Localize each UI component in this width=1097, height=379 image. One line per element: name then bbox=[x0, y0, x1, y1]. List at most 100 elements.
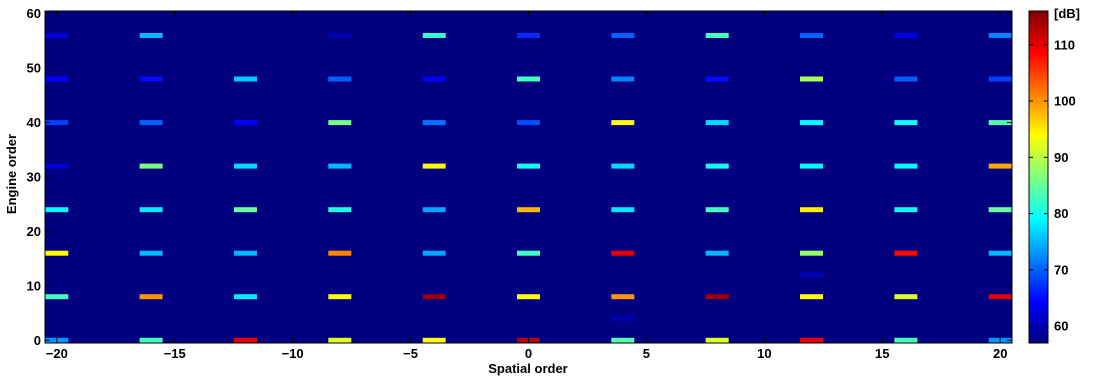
y-tick-label: 60 bbox=[27, 6, 41, 21]
plot-background bbox=[45, 11, 1012, 343]
x-tick-label: 15 bbox=[875, 346, 889, 361]
y-tick-label: 10 bbox=[27, 278, 41, 293]
heatmap-cell bbox=[328, 337, 352, 343]
heatmap-cell bbox=[234, 250, 257, 256]
heatmap-cell bbox=[705, 33, 729, 38]
heatmap-cell bbox=[988, 163, 1012, 169]
heatmap-cell bbox=[894, 76, 918, 82]
heatmap-cell bbox=[139, 294, 163, 300]
heatmap-cell bbox=[517, 207, 540, 213]
heatmap-cell bbox=[422, 163, 446, 169]
axes: −20 −15 −10 −5 0 5 10 15 20 0 10 20 30 40 50 60 bbox=[27, 6, 1013, 361]
heatmap-cell bbox=[422, 294, 446, 300]
heatmap-cell bbox=[139, 76, 163, 82]
y-tick-label: 30 bbox=[27, 170, 41, 185]
x-tick-label: −5 bbox=[403, 346, 418, 361]
heatmap-cell bbox=[894, 294, 918, 300]
heatmap-cell bbox=[45, 76, 69, 82]
y-tick-label: 50 bbox=[27, 61, 41, 76]
heatmap-cell bbox=[422, 207, 446, 213]
heatmap-cell bbox=[234, 207, 257, 213]
y-tick-label: 0 bbox=[34, 333, 41, 348]
heatmap-cell bbox=[517, 33, 540, 38]
colorbar: 60 70 80 90 100 110 bbox=[1028, 10, 1076, 344]
heatmap-cell bbox=[45, 120, 69, 126]
x-axis-label: Spatial order bbox=[488, 361, 567, 376]
heatmap-cell bbox=[422, 120, 446, 126]
heatmap-cell bbox=[611, 207, 635, 213]
heatmap-cell bbox=[894, 120, 918, 126]
heatmap-cell bbox=[800, 76, 823, 82]
heatmap-cell bbox=[894, 250, 918, 256]
heatmap-cell bbox=[517, 76, 540, 82]
x-tick-label: −20 bbox=[46, 346, 68, 361]
heatmap-cell bbox=[328, 33, 352, 38]
heatmap-cell bbox=[45, 250, 69, 256]
heatmap-cell bbox=[800, 207, 823, 213]
heatmap-cell bbox=[139, 207, 163, 213]
heatmap-cell bbox=[800, 272, 823, 278]
heatmap-cell bbox=[611, 76, 635, 82]
heatmap-cell bbox=[988, 294, 1012, 300]
heatmap-cell bbox=[517, 250, 540, 256]
heatmap-cell bbox=[988, 250, 1012, 256]
heatmap-cell bbox=[45, 33, 69, 38]
colorbar-tick-label: 60 bbox=[1054, 319, 1068, 334]
heatmap-cell bbox=[705, 207, 729, 213]
heatmap-cell bbox=[328, 76, 352, 82]
heatmap-cell bbox=[800, 120, 823, 126]
heatmap-cell bbox=[800, 250, 823, 256]
heatmap-cell bbox=[328, 207, 352, 213]
heatmap-cell bbox=[705, 76, 729, 82]
heatmap-cell bbox=[988, 33, 1012, 38]
colorbar-tick-label: 100 bbox=[1054, 94, 1076, 109]
colorbar-unit-label: [dB] bbox=[1054, 6, 1080, 21]
heatmap-cell bbox=[45, 163, 69, 169]
heatmap-cells bbox=[45, 33, 1012, 343]
heatmap-cell bbox=[894, 163, 918, 169]
heatmap-cell bbox=[800, 294, 823, 300]
heatmap-cell bbox=[45, 207, 69, 213]
heatmap-cell bbox=[894, 207, 918, 213]
heatmap-cell bbox=[800, 337, 823, 343]
heatmap-cell bbox=[705, 250, 729, 256]
heatmap-cell bbox=[234, 294, 257, 300]
heatmap-cell bbox=[988, 120, 1012, 126]
heatmap-cell bbox=[139, 33, 163, 38]
y-tick-label: 40 bbox=[27, 115, 41, 130]
x-tick-label: 0 bbox=[525, 346, 532, 361]
heatmap-cell bbox=[234, 76, 257, 82]
heatmap-cell bbox=[139, 250, 163, 256]
heatmap-cell bbox=[234, 163, 257, 169]
heatmap-cell bbox=[611, 250, 635, 256]
heatmap-cell bbox=[422, 337, 446, 343]
heatmap-cell bbox=[611, 163, 635, 169]
colorbar-gradient bbox=[1028, 10, 1049, 344]
heatmap-cell bbox=[705, 120, 729, 126]
colorbar-tick-label: 90 bbox=[1054, 150, 1068, 165]
colorbar-tick-label: 110 bbox=[1054, 37, 1075, 52]
heatmap-cell bbox=[517, 163, 540, 169]
heatmap-cell bbox=[422, 250, 446, 256]
heatmap-cell bbox=[611, 337, 635, 343]
x-tick-label: 10 bbox=[757, 346, 771, 361]
heatmap-cell bbox=[611, 316, 635, 321]
heatmap-cell bbox=[234, 337, 257, 343]
heatmap-cell bbox=[422, 76, 446, 82]
plot-area bbox=[45, 11, 1012, 343]
y-axis-label: Engine order bbox=[4, 134, 19, 214]
x-tick-label: −15 bbox=[164, 346, 186, 361]
colorbar-tick-label: 80 bbox=[1054, 206, 1068, 221]
heatmap-cell bbox=[517, 120, 540, 126]
heatmap-cell bbox=[894, 33, 918, 38]
heatmap-cell bbox=[139, 120, 163, 126]
heatmap-cell bbox=[894, 337, 918, 343]
heatmap-cell bbox=[611, 33, 635, 38]
heatmap-cell bbox=[328, 250, 352, 256]
y-tick-label: 20 bbox=[27, 224, 41, 239]
heatmap-cell bbox=[705, 337, 729, 343]
x-tick-label: 5 bbox=[643, 346, 650, 361]
heatmap-cell bbox=[422, 33, 446, 38]
heatmap-cell bbox=[517, 294, 540, 300]
